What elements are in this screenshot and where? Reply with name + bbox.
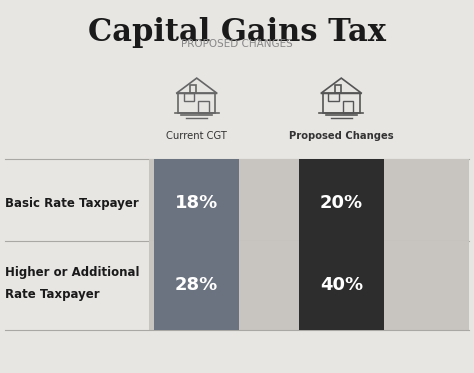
Text: Basic Rate Taxpayer: Basic Rate Taxpayer	[5, 197, 138, 210]
Text: Rate Taxpayer: Rate Taxpayer	[5, 288, 100, 301]
Text: Proposed Changes: Proposed Changes	[289, 131, 393, 141]
FancyBboxPatch shape	[149, 159, 469, 241]
Text: 20%: 20%	[320, 194, 363, 212]
Text: 28%: 28%	[175, 276, 219, 294]
Text: 18%: 18%	[175, 194, 219, 212]
FancyBboxPatch shape	[149, 241, 469, 330]
FancyBboxPatch shape	[299, 159, 384, 241]
Text: Higher or Additional: Higher or Additional	[5, 266, 139, 279]
FancyBboxPatch shape	[154, 241, 239, 330]
Text: Capital Gains Tax: Capital Gains Tax	[88, 17, 386, 48]
FancyBboxPatch shape	[154, 159, 239, 241]
FancyBboxPatch shape	[299, 241, 384, 330]
Text: 40%: 40%	[320, 276, 363, 294]
Text: PROPOSED CHANGES: PROPOSED CHANGES	[181, 39, 293, 49]
Text: Current CGT: Current CGT	[166, 131, 227, 141]
